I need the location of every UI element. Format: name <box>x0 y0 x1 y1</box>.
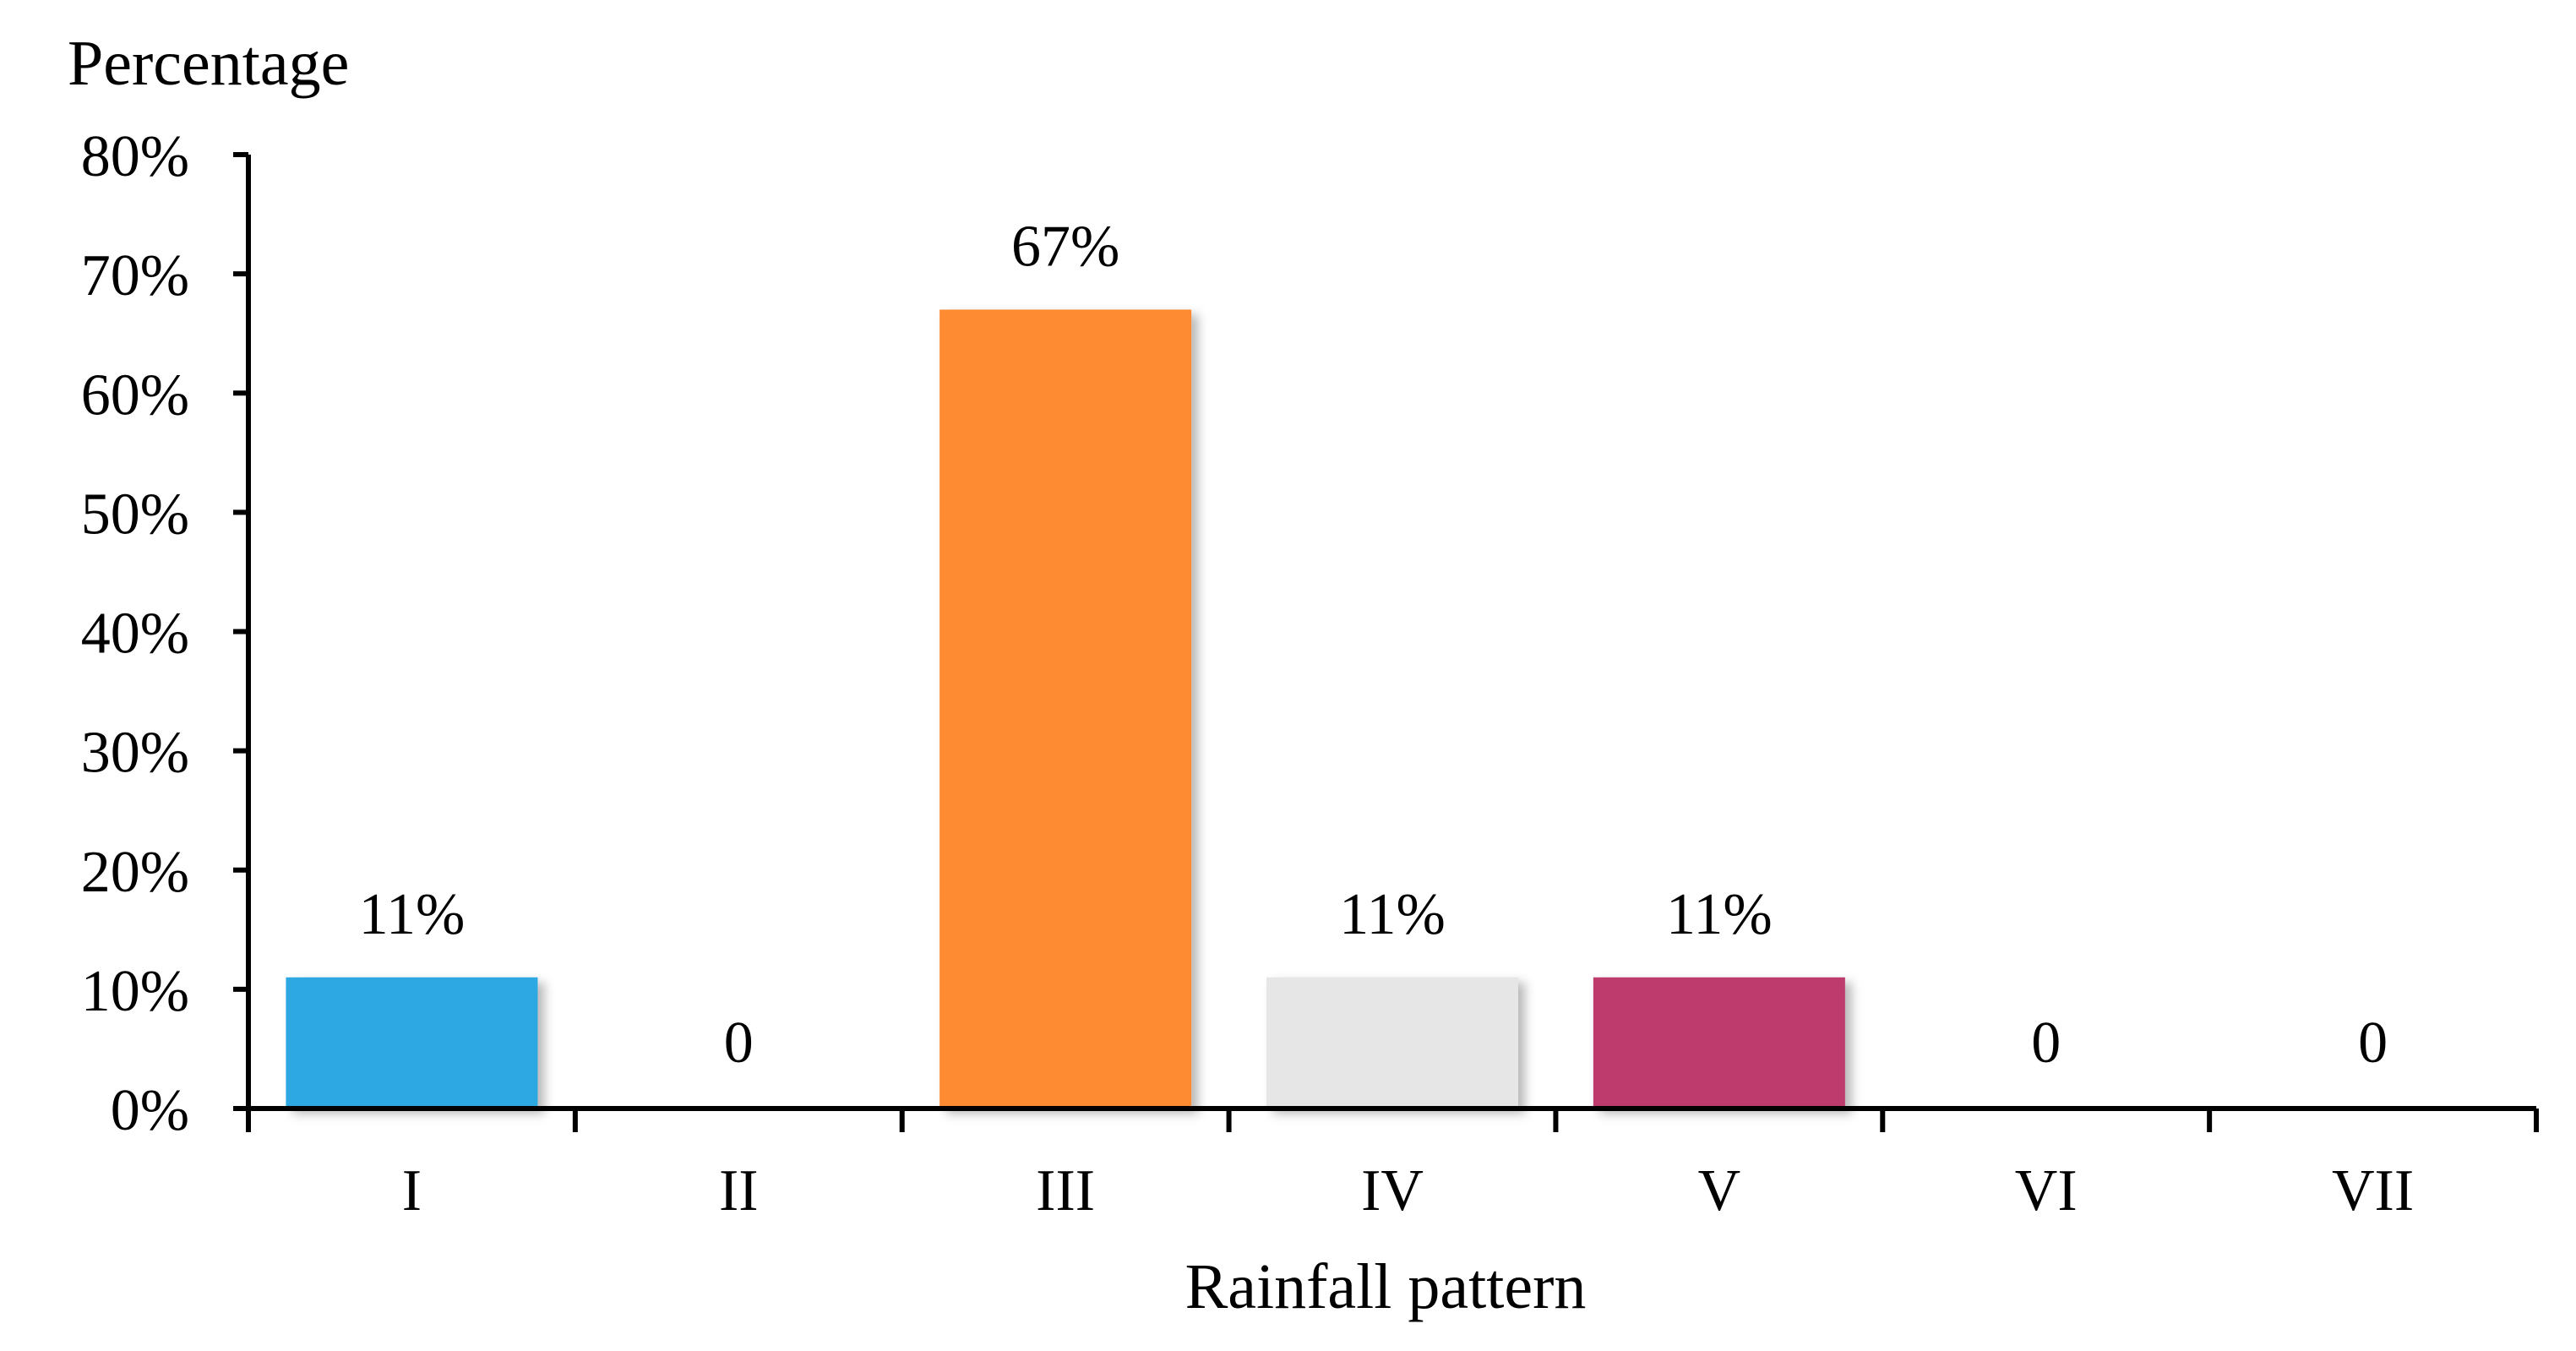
data-label: 11% <box>359 882 466 947</box>
bar <box>1266 977 1518 1109</box>
plot-area: 0% 10% 20% 30% 40% 50% 60% 70% 80% 11% I 0 II 67% III 1… <box>81 124 2539 1223</box>
data-label: 0 <box>724 1011 754 1076</box>
y-tick-label: 60% <box>81 362 189 428</box>
data-label: 11% <box>1666 882 1773 947</box>
y-tick-label: 40% <box>81 602 189 667</box>
x-axis-label: Rainfall pattern <box>1185 1251 1587 1322</box>
y-axis-label: Percentage <box>68 28 349 99</box>
y-tick-label: 50% <box>81 482 189 547</box>
x-tick-label: III <box>1036 1158 1095 1223</box>
data-label: 0 <box>2358 1011 2388 1076</box>
x-tick-label: II <box>719 1158 759 1223</box>
y-tick-label: 80% <box>81 124 189 189</box>
x-tick-label: V <box>1698 1158 1741 1223</box>
data-label: 0 <box>2031 1011 2061 1076</box>
bar <box>939 309 1192 1109</box>
x-tick-label: VII <box>2332 1158 2414 1223</box>
y-tick-label: 0% <box>111 1078 189 1143</box>
x-tick-label: VI <box>2015 1158 2078 1223</box>
data-label: 67% <box>1011 214 1119 279</box>
y-tick-label: 30% <box>81 721 189 786</box>
y-tick-label: 20% <box>81 840 189 905</box>
y-tick-label: 10% <box>81 959 189 1024</box>
data-label: 11% <box>1339 882 1446 947</box>
x-tick-label: IV <box>1361 1158 1424 1223</box>
x-tick-label: I <box>402 1158 422 1223</box>
y-tick-label: 70% <box>81 243 189 308</box>
bar <box>286 977 538 1109</box>
bar <box>1593 977 1845 1109</box>
